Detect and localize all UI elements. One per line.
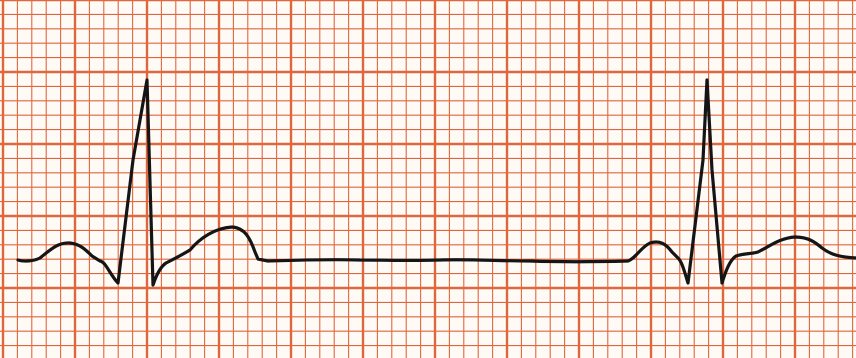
ecg-trace	[16, 78, 856, 287]
